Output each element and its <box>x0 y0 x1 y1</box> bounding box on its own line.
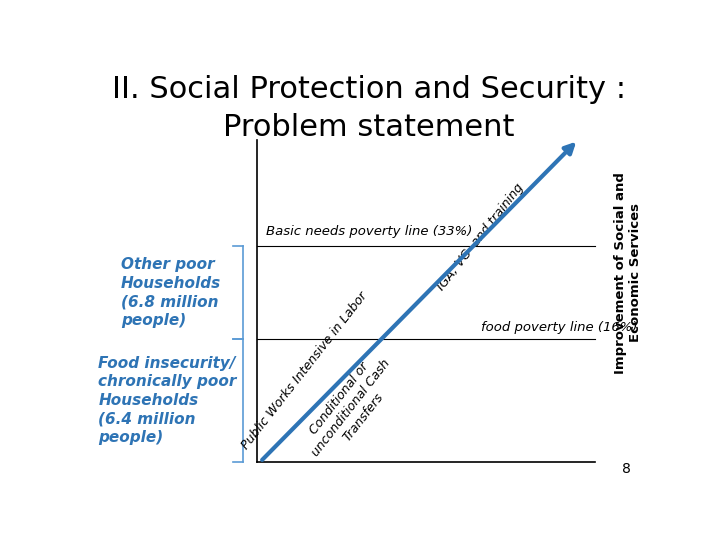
Text: Problem statement: Problem statement <box>223 113 515 141</box>
Text: Conditional or
unconditional Cash
Transfers: Conditional or unconditional Cash Transf… <box>297 348 405 468</box>
Text: IGA, VG  and training: IGA, VG and training <box>435 181 526 293</box>
Text: 8: 8 <box>622 462 631 476</box>
Text: food poverty line (16%): food poverty line (16%) <box>481 321 637 334</box>
Text: II. Social Protection and Security :: II. Social Protection and Security : <box>112 75 626 104</box>
Text: Improvement of Social and
Economic Services: Improvement of Social and Economic Servi… <box>614 172 642 374</box>
Text: Food insecurity/
chronically poor
Households
(6.4 million
people): Food insecurity/ chronically poor Househ… <box>99 356 237 446</box>
Text: Other poor
Households
(6.8 million
people): Other poor Households (6.8 million peopl… <box>121 257 221 328</box>
Text: Public Works Intensive in Labor: Public Works Intensive in Labor <box>240 289 370 451</box>
Text: Basic needs poverty line (33%): Basic needs poverty line (33%) <box>266 225 472 238</box>
